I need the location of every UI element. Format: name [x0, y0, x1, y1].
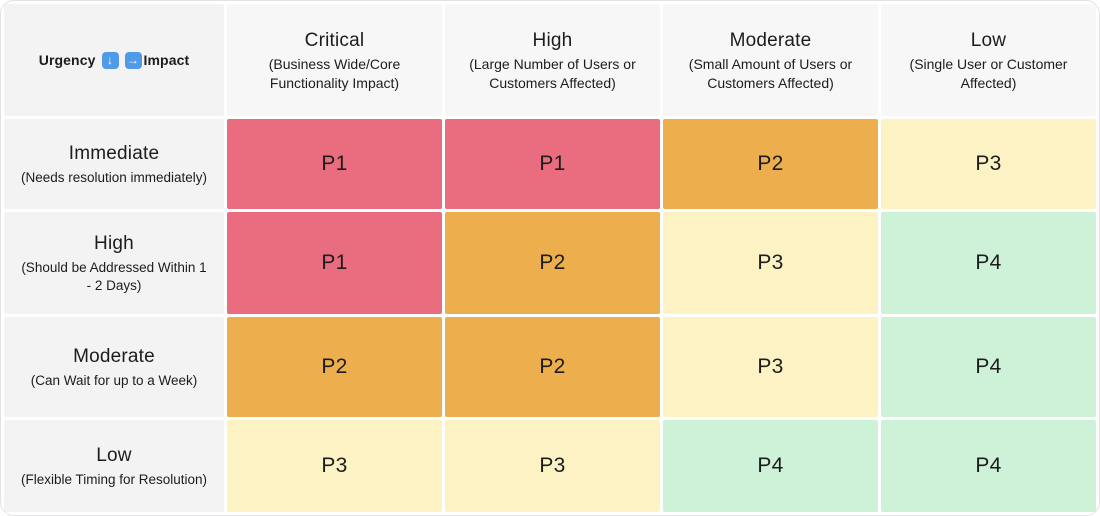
priority-cell: P2	[227, 317, 442, 417]
column-subtitle: (Small Amount of Users or Customers Affe…	[688, 56, 853, 91]
priority-cell: P3	[663, 317, 878, 417]
priority-cell: P2	[663, 119, 878, 209]
priority-cell: P4	[663, 420, 878, 512]
column-title: High	[532, 29, 573, 51]
row-subtitle: (Should be Addressed Within 1 - 2 Days)	[21, 260, 207, 293]
priority-cell: P2	[445, 317, 660, 417]
priority-cell: P3	[663, 212, 878, 314]
row-title: Moderate	[73, 346, 155, 368]
row-subtitle: (Flexible Timing for Resolution)	[20, 471, 208, 487]
row-subtitle: (Needs resolution immediately)	[20, 169, 208, 185]
priority-cell: P3	[881, 119, 1096, 209]
priority-cell: P4	[881, 317, 1096, 417]
column-header-high: High (Large Number of Users or Customers…	[445, 4, 660, 116]
column-title: Low	[970, 29, 1007, 51]
impact-label: Impact	[143, 52, 190, 68]
row-title: High	[94, 233, 134, 255]
priority-cell: P3	[227, 420, 442, 512]
corner-header-cell: Urgency ↓ → Impact	[4, 4, 224, 116]
row-label-moderate: Moderate (Can Wait for up to a Week)	[4, 317, 224, 417]
right-arrow-icon: →	[124, 51, 142, 69]
column-header-moderate: Moderate (Small Amount of Users or Custo…	[663, 4, 878, 116]
column-header-critical: Critical (Business Wide/Core Functionali…	[227, 4, 442, 116]
priority-cell: P4	[881, 420, 1096, 512]
column-title: Moderate	[729, 29, 812, 51]
priority-cell: P1	[227, 212, 442, 314]
column-subtitle: (Single User or Customer Affected)	[909, 56, 1068, 91]
priority-cell: P3	[445, 420, 660, 512]
priority-cell: P2	[445, 212, 660, 314]
row-label-low: Low (Flexible Timing for Resolution)	[4, 420, 224, 512]
urgency-label: Urgency	[38, 52, 96, 68]
column-subtitle: (Business Wide/Core Functionality Impact…	[268, 56, 401, 91]
column-subtitle: (Large Number of Users or Customers Affe…	[469, 56, 636, 91]
priority-cell: P4	[881, 212, 1096, 314]
row-label-immediate: Immediate (Needs resolution immediately)	[4, 119, 224, 209]
priority-cell: P1	[445, 119, 660, 209]
priority-cell: P1	[227, 119, 442, 209]
row-subtitle: (Can Wait for up to a Week)	[30, 372, 198, 388]
down-arrow-icon: ↓	[101, 51, 119, 69]
row-title: Immediate	[68, 143, 160, 165]
column-header-low: Low (Single User or Customer Affected)	[881, 4, 1096, 116]
row-title: Low	[96, 445, 132, 467]
row-label-high: High (Should be Addressed Within 1 - 2 D…	[4, 212, 224, 314]
column-title: Critical	[304, 29, 365, 51]
